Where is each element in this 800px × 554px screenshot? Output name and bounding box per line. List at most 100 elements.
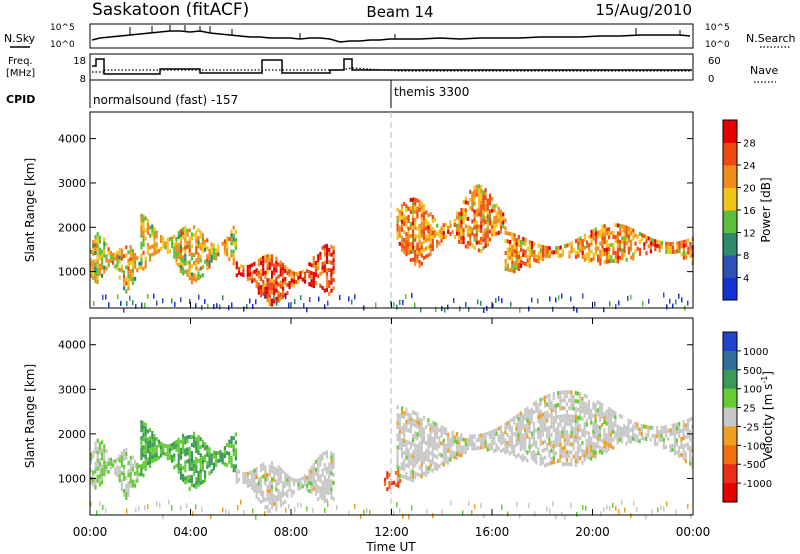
velocity-y-tick-label: 3000 bbox=[58, 383, 86, 396]
echo-cell bbox=[129, 471, 132, 476]
echo-cell bbox=[177, 255, 180, 260]
power-colorbar-tick-label: 16 bbox=[743, 206, 756, 217]
echo-cell bbox=[317, 488, 320, 493]
echo-cell bbox=[228, 443, 231, 448]
echo-cell bbox=[204, 247, 207, 252]
echo-cell bbox=[188, 434, 191, 439]
echo-cell bbox=[609, 412, 613, 417]
echo-cell bbox=[464, 438, 467, 443]
echo-cell bbox=[208, 459, 211, 464]
echo-cell bbox=[581, 243, 584, 247]
echo-cell bbox=[418, 199, 421, 204]
echo-cell bbox=[411, 217, 415, 222]
echo-cell bbox=[405, 419, 408, 424]
echo-cell bbox=[521, 437, 525, 442]
echo-cell bbox=[497, 438, 500, 443]
echo-cell bbox=[388, 485, 391, 489]
echo-cell bbox=[201, 439, 204, 444]
echo-cell bbox=[153, 227, 156, 232]
echo-cell bbox=[425, 449, 428, 453]
echo-cell bbox=[515, 422, 518, 427]
echo-cell bbox=[257, 497, 260, 502]
echo-cell bbox=[559, 245, 562, 250]
echo-cell bbox=[190, 276, 193, 281]
echo-cell bbox=[599, 257, 602, 262]
echo-cell bbox=[509, 244, 512, 248]
echo-cell bbox=[616, 436, 619, 441]
echo-cell bbox=[321, 480, 324, 485]
echo-cell bbox=[625, 233, 628, 238]
echo-cell bbox=[409, 421, 412, 426]
echo-cell bbox=[129, 475, 132, 480]
echo-cell bbox=[629, 419, 632, 424]
echo-cell bbox=[398, 241, 401, 246]
clutter-cell bbox=[102, 294, 104, 300]
echo-cell bbox=[493, 224, 496, 229]
echo-cell bbox=[266, 476, 269, 481]
echo-cell bbox=[273, 263, 276, 268]
echo-cell bbox=[107, 461, 110, 466]
echo-cell bbox=[129, 261, 132, 266]
echo-cell bbox=[177, 457, 180, 462]
echo-cell bbox=[166, 444, 169, 449]
echo-cell bbox=[616, 428, 619, 433]
echo-cell bbox=[162, 447, 165, 452]
echo-cell bbox=[477, 445, 481, 450]
echo-cell bbox=[90, 265, 93, 270]
echo-cell bbox=[509, 256, 512, 260]
echo-cell bbox=[603, 448, 606, 453]
echo-cell bbox=[325, 470, 329, 475]
echo-cell bbox=[572, 454, 575, 459]
echo-cell bbox=[142, 461, 145, 466]
echo-cell bbox=[557, 403, 560, 407]
echo-cell bbox=[675, 422, 679, 427]
echo-cell bbox=[669, 246, 672, 250]
echo-cell bbox=[559, 418, 562, 423]
freq-label-1: Freq. bbox=[8, 56, 33, 67]
echo-cell bbox=[101, 464, 104, 469]
echo-cell bbox=[486, 206, 489, 211]
echo-cell bbox=[438, 233, 441, 238]
echo-cell bbox=[638, 251, 641, 256]
echo-cell bbox=[140, 241, 143, 246]
echo-cell bbox=[164, 241, 167, 246]
echo-cell bbox=[495, 443, 498, 448]
echo-cell bbox=[405, 423, 408, 428]
echo-cell bbox=[277, 469, 280, 474]
echo-cell bbox=[234, 237, 237, 242]
echo-cell bbox=[246, 277, 249, 281]
echo-cell bbox=[266, 484, 269, 489]
echo-cell bbox=[539, 398, 542, 402]
echo-cell bbox=[204, 478, 207, 483]
echo-cell bbox=[429, 459, 432, 464]
echo-cell bbox=[281, 282, 285, 287]
echo-cell bbox=[590, 408, 593, 413]
echo-cell bbox=[396, 231, 399, 236]
echo-cell bbox=[277, 298, 280, 303]
echo-cell bbox=[319, 490, 322, 495]
echo-cell bbox=[623, 236, 626, 241]
echo-cell bbox=[259, 277, 263, 282]
echo-cell bbox=[136, 474, 139, 479]
echo-cell bbox=[288, 281, 291, 285]
echo-cell bbox=[420, 458, 423, 463]
echo-cell bbox=[107, 457, 110, 462]
echo-cell bbox=[629, 427, 632, 432]
echo-cell bbox=[557, 395, 560, 399]
echo-cell bbox=[495, 431, 498, 436]
echo-cell bbox=[223, 446, 226, 451]
echo-cell bbox=[262, 462, 265, 467]
echo-cell bbox=[574, 439, 577, 444]
clutter-cell bbox=[666, 501, 668, 507]
echo-cell bbox=[277, 294, 280, 299]
echo-cell bbox=[535, 460, 538, 465]
echo-cell bbox=[323, 463, 326, 468]
echo-cell bbox=[579, 248, 582, 253]
echo-cell bbox=[103, 269, 106, 274]
echo-cell bbox=[440, 429, 443, 434]
echo-cell bbox=[140, 245, 143, 250]
echo-cell bbox=[676, 241, 679, 246]
echo-cell bbox=[195, 258, 198, 263]
echo-cell bbox=[96, 280, 99, 285]
echo-cell bbox=[140, 436, 143, 441]
